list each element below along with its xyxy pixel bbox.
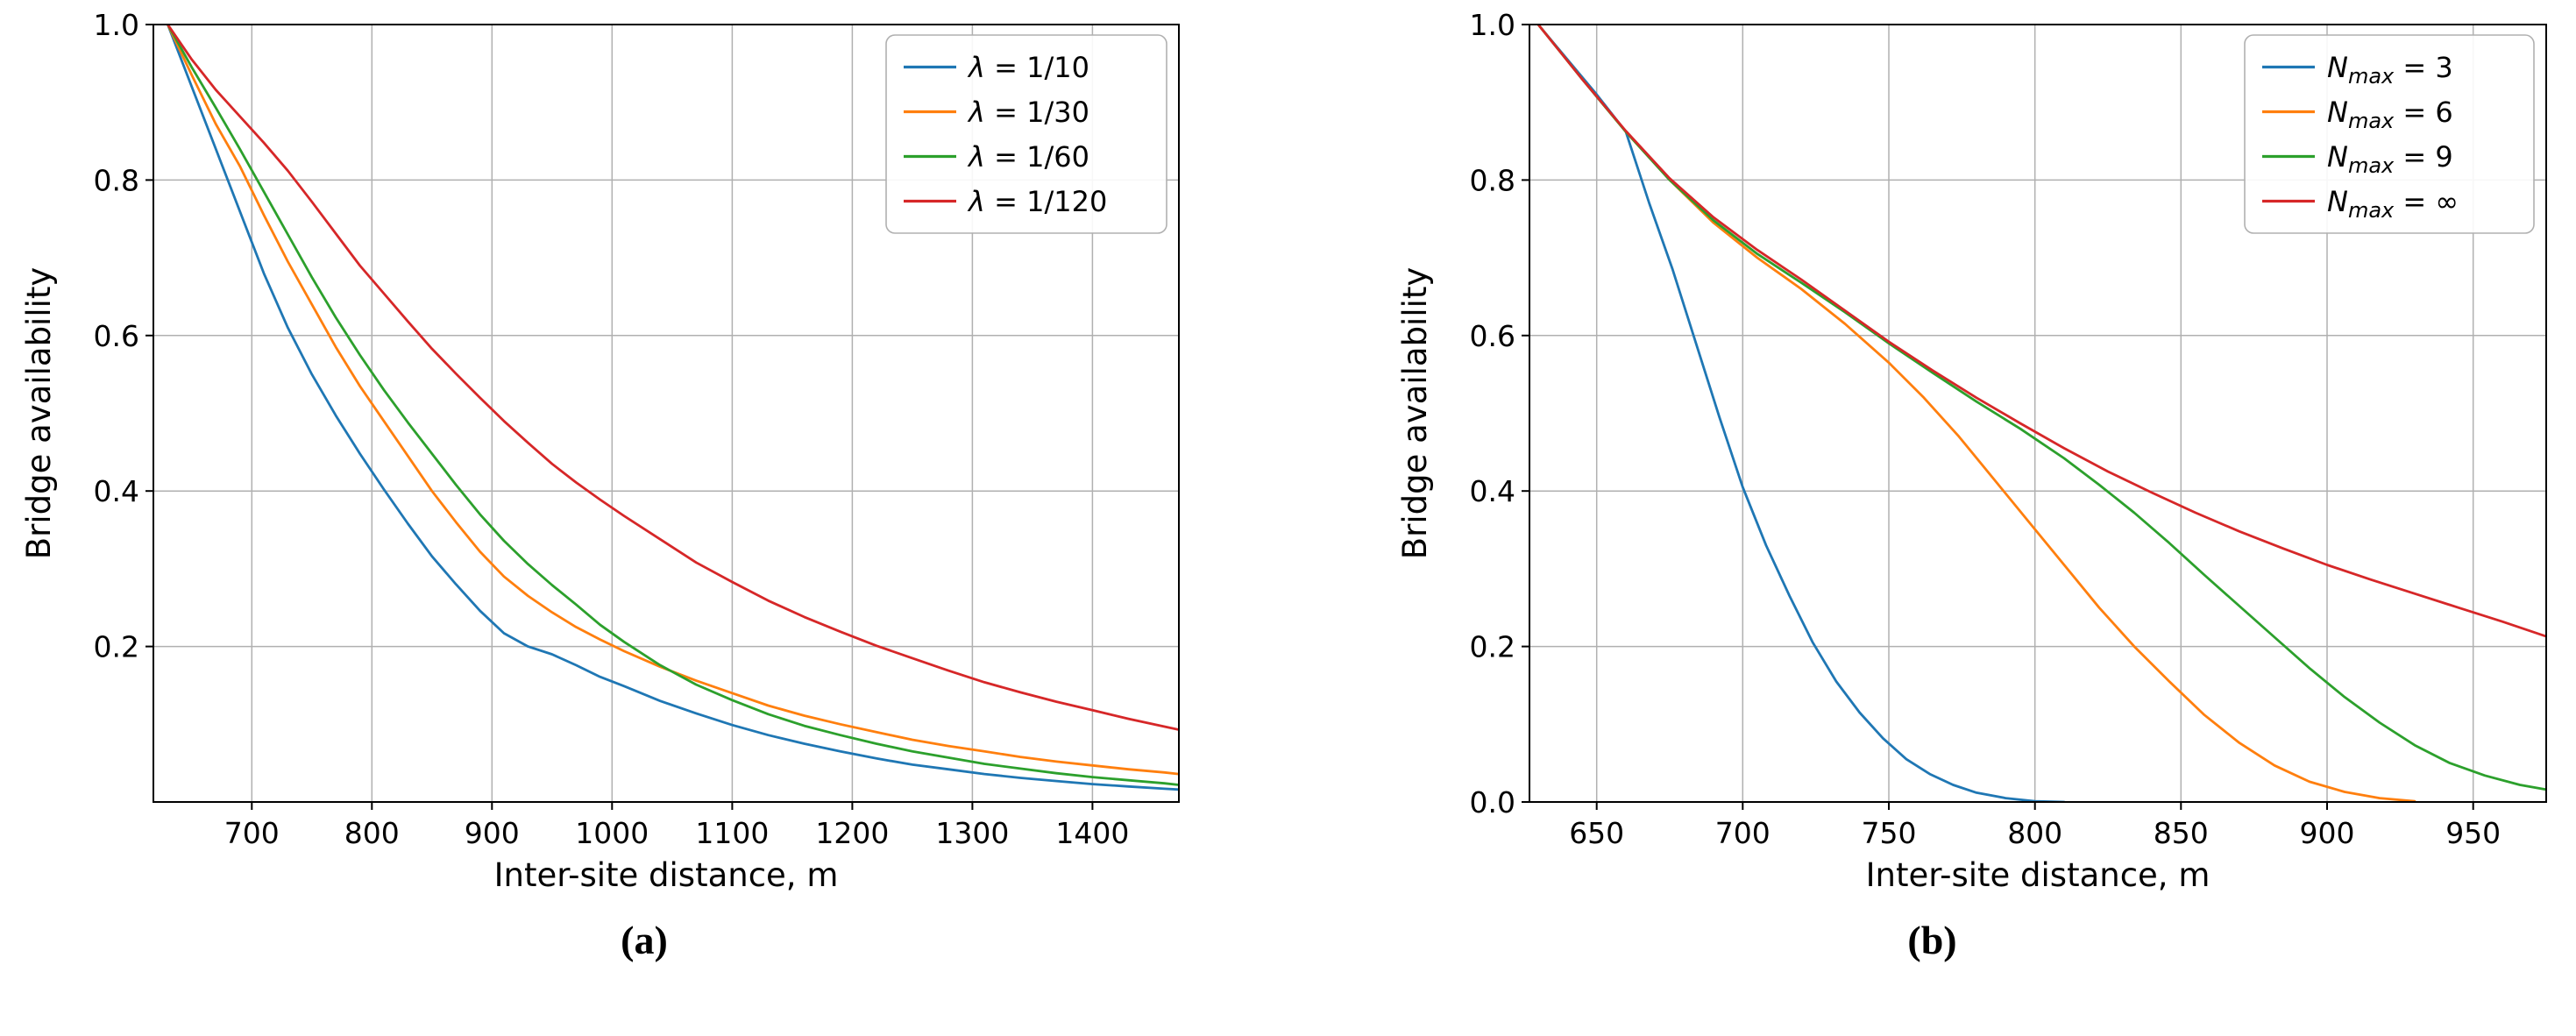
x-tick-label: 1200 bbox=[815, 816, 889, 850]
legend-label: λ = 1/30 bbox=[967, 96, 1089, 129]
series-line bbox=[166, 25, 1179, 731]
x-axis-title: Inter-site distance, m bbox=[494, 856, 839, 894]
legend-label: Nmax = 9 bbox=[2327, 140, 2453, 178]
x-tick-label: 700 bbox=[224, 816, 280, 850]
series-lines bbox=[1536, 25, 2546, 802]
subfigure-a: 700 800 900 1000 1100 1200 1300 1400 Inter-site … bbox=[0, 0, 1288, 962]
y-tick-label: 0.0 bbox=[1470, 785, 1515, 820]
legend: Nmax = 3 Nmax = 6 Nmax = 9 Nmax = ∞ bbox=[2244, 34, 2535, 234]
x-tick-label: 900 bbox=[2300, 816, 2355, 850]
x-tick-label: 800 bbox=[344, 816, 400, 850]
x-axis: 700 800 900 1000 1100 1200 1300 1400 Inter-site … bbox=[224, 802, 1129, 894]
y-tick-label: 0.2 bbox=[1470, 630, 1515, 664]
subfigure-b: 650 700 750 800 850 900 950 Inter-site distance… bbox=[1288, 0, 2576, 1036]
legend-box bbox=[885, 34, 1167, 234]
x-axis: 650 700 750 800 850 900 950 Inter-site distance… bbox=[1569, 802, 2501, 894]
x-tick-label: 650 bbox=[1569, 816, 1624, 850]
series-line bbox=[166, 25, 1179, 791]
legend-label: Nmax = ∞ bbox=[2327, 185, 2459, 223]
y-tick-label: 0.6 bbox=[94, 319, 139, 353]
y-axis: 0.2 0.4 0.6 0.8 1.0 Bridge availability bbox=[20, 8, 153, 664]
x-axis-title: Inter-site distance, m bbox=[1866, 856, 2211, 894]
x-tick-label: 1400 bbox=[1055, 816, 1129, 850]
y-tick-label: 1.0 bbox=[94, 8, 139, 42]
legend: λ = 1/10 λ = 1/30 λ = 1/60 λ = 1/120 bbox=[885, 34, 1167, 234]
legend-label: λ = 1/120 bbox=[967, 185, 1107, 218]
legend-label: Nmax = 6 bbox=[2327, 96, 2453, 133]
series-line bbox=[166, 25, 1179, 776]
x-tick-label: 800 bbox=[2007, 816, 2062, 850]
y-tick-label: 0.8 bbox=[94, 163, 139, 197]
series-line bbox=[1536, 25, 2546, 791]
legend-label: Nmax = 3 bbox=[2327, 51, 2453, 89]
x-tick-label: 850 bbox=[2154, 816, 2209, 850]
y-tick-label: 1.0 bbox=[1470, 8, 1515, 42]
subfigure-b-label: (b) bbox=[1907, 918, 1957, 962]
plot-border bbox=[153, 24, 1180, 803]
x-tick-label: 1300 bbox=[935, 816, 1009, 850]
x-tick-label: 1100 bbox=[695, 816, 769, 850]
y-tick-label: 0.6 bbox=[1470, 319, 1515, 353]
subfigure-a-label: (a) bbox=[621, 918, 668, 962]
chart-a-canvas: 700 800 900 1000 1100 1200 1300 1400 Inter-site … bbox=[0, 0, 1288, 894]
y-axis-title: Bridge availability bbox=[1396, 267, 1434, 560]
x-tick-label: 900 bbox=[465, 816, 520, 850]
series-lines bbox=[166, 25, 1179, 791]
y-tick-label: 0.8 bbox=[1470, 163, 1515, 197]
y-tick-label: 0.4 bbox=[94, 474, 139, 508]
series-line bbox=[1536, 25, 2546, 638]
x-tick-label: 750 bbox=[1862, 816, 1917, 850]
y-tick-label: 0.4 bbox=[1470, 474, 1515, 508]
series-line bbox=[166, 25, 1179, 786]
x-tick-label: 950 bbox=[2445, 816, 2501, 850]
y-axis: 0.0 0.2 0.4 0.6 0.8 1.0 Bridge availability bbox=[1396, 8, 1529, 820]
y-axis-title: Bridge availability bbox=[20, 267, 58, 560]
legend-label: λ = 1/60 bbox=[967, 140, 1089, 174]
series-line bbox=[1536, 25, 2066, 802]
legend-box bbox=[2244, 34, 2535, 234]
y-tick-label: 0.2 bbox=[94, 630, 139, 664]
chart-b-canvas: 650 700 750 800 850 900 950 Inter-site distance… bbox=[1288, 0, 2576, 894]
legend-label: λ = 1/10 bbox=[967, 51, 1089, 84]
x-tick-label: 1000 bbox=[575, 816, 649, 850]
x-tick-label: 700 bbox=[1715, 816, 1771, 850]
plot-border bbox=[1529, 24, 2547, 803]
series-line bbox=[1536, 25, 2416, 802]
